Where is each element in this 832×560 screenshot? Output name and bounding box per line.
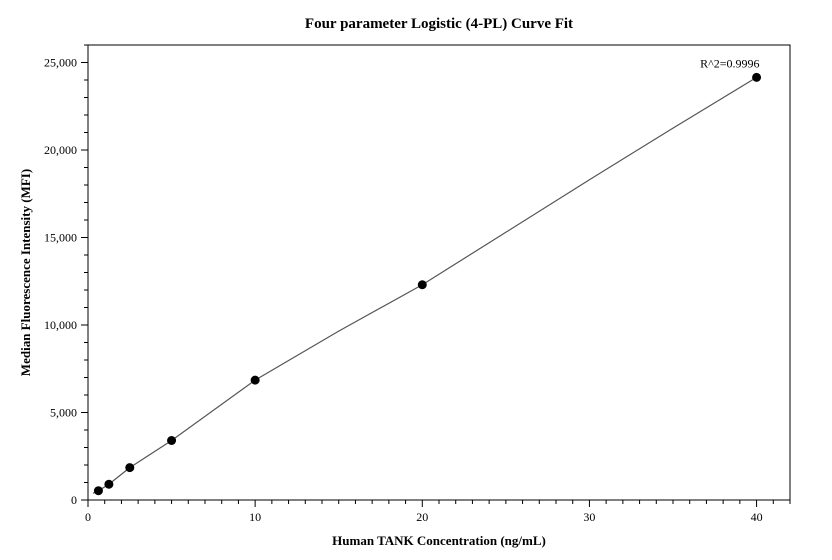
chart-container: 0 10 20 30 40 0 5,000 10,000 15,000 20,000 25,000 F… xyxy=(0,0,832,560)
x-tick-label: 10 xyxy=(249,510,261,524)
data-point xyxy=(418,280,427,289)
data-point xyxy=(94,486,103,495)
x-tick-label: 30 xyxy=(583,510,595,524)
chart-svg: 0 10 20 30 40 0 5,000 10,000 15,000 20,000 25,000 F… xyxy=(0,0,832,560)
data-point xyxy=(125,463,134,472)
y-tick-label: 10,000 xyxy=(44,318,77,332)
data-point xyxy=(104,480,113,489)
x-axis-label: Human TANK Concentration (ng/mL) xyxy=(332,533,546,548)
data-point xyxy=(167,436,176,445)
y-tick-label: 5,000 xyxy=(50,406,77,420)
plot-border xyxy=(88,45,790,500)
data-point xyxy=(251,376,260,385)
chart-title: Four parameter Logistic (4-PL) Curve Fit xyxy=(305,16,573,32)
x-tick-label: 40 xyxy=(751,510,763,524)
y-tick-label: 0 xyxy=(71,493,77,507)
y-tick-label: 25,000 xyxy=(44,56,77,70)
r-squared-annotation: R^2=0.9996 xyxy=(700,56,759,70)
y-tick-label: 15,000 xyxy=(44,231,77,245)
y-axis-label: Median Fluorescence Intensity (MFI) xyxy=(18,169,33,376)
data-point xyxy=(752,73,761,82)
x-tick-label: 0 xyxy=(85,510,91,524)
x-tick-label: 20 xyxy=(416,510,428,524)
y-tick-label: 20,000 xyxy=(44,143,77,157)
